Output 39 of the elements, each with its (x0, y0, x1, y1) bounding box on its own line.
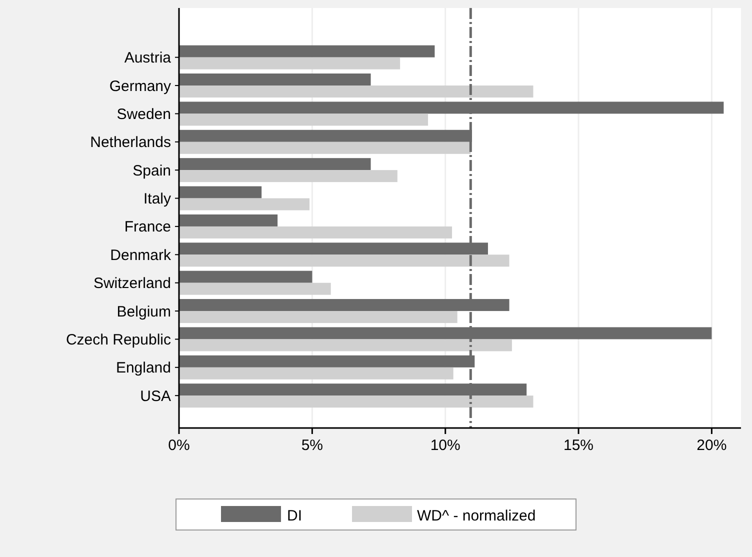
bar (179, 282, 331, 295)
bar (179, 114, 428, 126)
y-tick-label: England (116, 360, 171, 377)
legend-label: WD^ - normalized (417, 507, 536, 524)
legend-label: DI (287, 507, 302, 524)
y-tick-label: Germany (109, 78, 172, 95)
bar (179, 74, 371, 86)
x-tick-label: 5% (301, 437, 324, 454)
bar (179, 396, 534, 408)
bar (179, 339, 512, 352)
y-tick-label: Denmark (110, 246, 172, 264)
bar (179, 214, 278, 226)
bar (179, 254, 510, 267)
bar (179, 57, 400, 70)
bar (179, 45, 435, 58)
bar (179, 270, 312, 283)
bar (179, 142, 471, 154)
bar (179, 198, 310, 210)
bar (179, 311, 458, 324)
bar (179, 367, 454, 380)
bar (179, 170, 398, 182)
x-tick-label: 0% (168, 437, 190, 454)
x-tick-label: 15% (564, 437, 594, 454)
y-tick-label: Italy (143, 190, 172, 208)
bar (179, 86, 534, 98)
y-tick-label: Spain (132, 162, 171, 180)
y-tick-label: Switzerland (93, 275, 171, 292)
y-tick-label: Netherlands (90, 134, 171, 152)
x-tick-label: 20% (696, 437, 727, 454)
y-tick-label: USA (140, 388, 171, 405)
y-tick-label: France (124, 218, 171, 236)
bar (179, 186, 262, 198)
y-tick-label: Belgium (116, 303, 171, 320)
y-tick-label: Austria (124, 50, 172, 67)
y-tick-label: Czech Republic (66, 331, 172, 348)
bar (179, 158, 371, 170)
y-tick-label: Sweden (116, 106, 171, 123)
x-tick-label: 10% (430, 437, 460, 454)
bar (179, 226, 452, 238)
